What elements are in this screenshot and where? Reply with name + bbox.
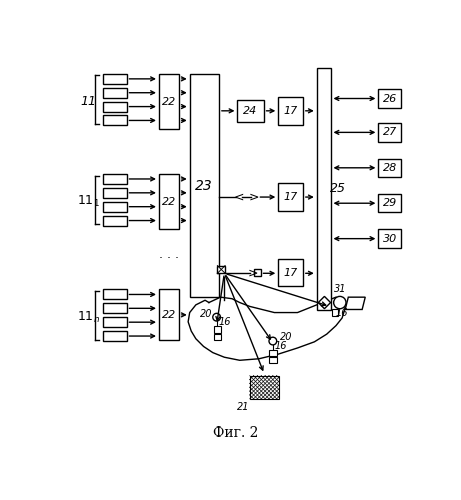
Bar: [103, 290, 126, 300]
Text: 17: 17: [284, 106, 298, 116]
Text: 16: 16: [274, 342, 287, 351]
Text: · · ·: · · ·: [159, 252, 179, 265]
Text: 20: 20: [200, 309, 212, 319]
Bar: [378, 230, 402, 248]
Bar: [269, 357, 277, 364]
Bar: [189, 74, 219, 297]
Bar: [213, 326, 221, 332]
Bar: [103, 188, 126, 198]
Text: 21: 21: [237, 402, 250, 411]
Text: 28: 28: [383, 163, 397, 173]
Bar: [103, 202, 126, 211]
Bar: [103, 331, 126, 341]
Bar: [278, 183, 303, 211]
Text: 24: 24: [243, 106, 258, 116]
Bar: [332, 310, 338, 316]
Bar: [378, 158, 402, 177]
Bar: [237, 100, 264, 122]
Text: $11_1$: $11_1$: [77, 194, 100, 209]
Text: 16: 16: [336, 308, 349, 318]
Text: 30: 30: [383, 234, 397, 243]
Text: 26: 26: [383, 94, 397, 104]
Bar: [103, 317, 126, 327]
Text: 17: 17: [284, 268, 298, 278]
Text: 25: 25: [330, 182, 346, 196]
Bar: [103, 174, 126, 184]
Bar: [278, 258, 303, 286]
Bar: [378, 90, 402, 108]
Text: 17: 17: [284, 192, 298, 202]
Text: 16: 16: [218, 317, 230, 327]
Bar: [103, 116, 126, 126]
Bar: [103, 304, 126, 314]
Bar: [317, 68, 331, 310]
Text: Фиг. 2: Фиг. 2: [213, 426, 259, 440]
Text: 31: 31: [334, 284, 346, 294]
Bar: [213, 334, 221, 340]
Bar: [269, 350, 277, 356]
Polygon shape: [318, 296, 331, 308]
Bar: [159, 290, 179, 341]
Circle shape: [269, 337, 277, 345]
Bar: [378, 194, 402, 212]
Bar: [103, 102, 126, 112]
Text: 20: 20: [280, 332, 292, 342]
Bar: [103, 74, 126, 84]
Text: 22: 22: [162, 96, 176, 106]
Text: 11: 11: [80, 95, 96, 108]
Circle shape: [213, 314, 220, 321]
Text: 29: 29: [383, 198, 397, 208]
Bar: [378, 123, 402, 142]
Bar: [250, 376, 279, 399]
Text: 22: 22: [162, 196, 176, 206]
Text: $11_n$: $11_n$: [77, 310, 100, 324]
Text: >: >: [249, 190, 260, 203]
Bar: [218, 266, 225, 274]
Bar: [254, 270, 260, 276]
Bar: [103, 88, 126, 98]
Text: >: >: [248, 267, 258, 280]
Bar: [103, 216, 126, 226]
Circle shape: [334, 296, 346, 308]
Polygon shape: [345, 297, 365, 310]
Bar: [159, 174, 179, 230]
Text: 27: 27: [383, 128, 397, 138]
Bar: [278, 97, 303, 124]
Bar: [159, 74, 179, 130]
Text: 23: 23: [195, 178, 213, 192]
Text: 22: 22: [162, 310, 176, 320]
Text: <: <: [234, 190, 244, 203]
